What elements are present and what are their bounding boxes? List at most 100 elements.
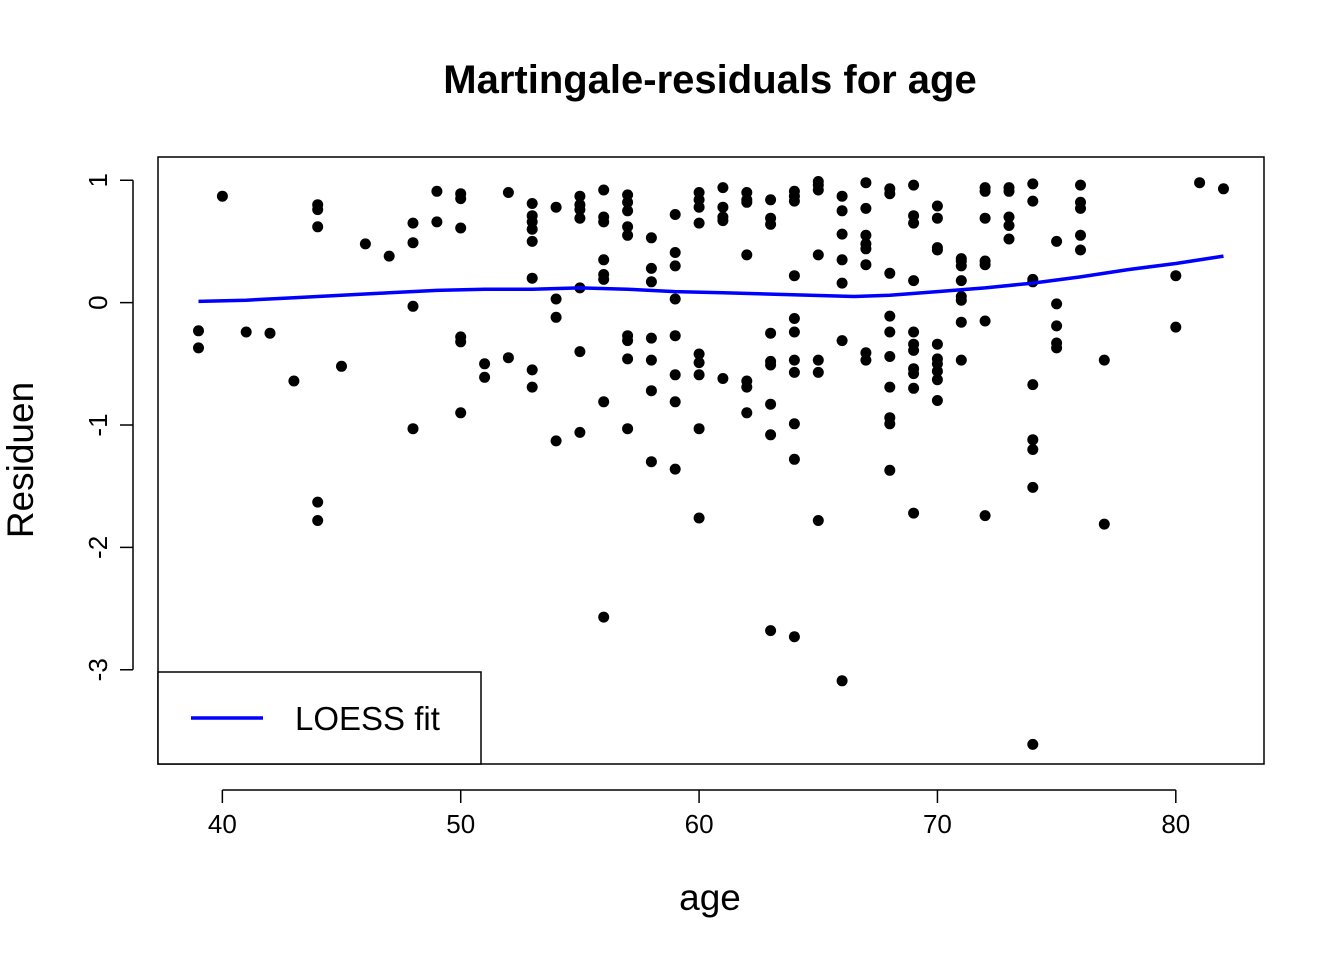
data-point xyxy=(741,407,753,419)
data-point xyxy=(598,273,610,285)
data-point xyxy=(788,418,800,430)
data-point xyxy=(693,217,705,229)
data-point xyxy=(860,259,872,271)
data-point xyxy=(479,371,491,383)
data-point xyxy=(669,330,681,342)
data-point xyxy=(693,357,705,369)
data-point xyxy=(312,204,324,216)
data-point xyxy=(1003,220,1015,231)
y-tick-label: 0 xyxy=(83,295,113,309)
data-point xyxy=(526,235,538,247)
data-point xyxy=(931,244,943,256)
data-point xyxy=(669,396,681,408)
data-point xyxy=(860,243,872,255)
data-point xyxy=(717,215,729,227)
data-point xyxy=(765,218,777,230)
data-point xyxy=(1194,177,1206,189)
data-point xyxy=(407,237,419,249)
data-point xyxy=(979,510,991,522)
data-point xyxy=(669,293,681,305)
data-point xyxy=(622,335,634,347)
data-point xyxy=(264,327,276,339)
data-point xyxy=(359,238,371,250)
data-point xyxy=(455,222,467,234)
data-point xyxy=(622,205,634,217)
y-tick-label: -2 xyxy=(83,536,113,559)
data-point xyxy=(788,313,800,324)
data-point xyxy=(669,260,681,272)
data-point xyxy=(931,200,943,212)
y-tick-label: -1 xyxy=(83,413,113,436)
data-point xyxy=(884,418,896,430)
data-point xyxy=(788,453,800,465)
data-point xyxy=(860,229,872,241)
data-point xyxy=(979,259,991,271)
data-point xyxy=(884,310,896,322)
data-point xyxy=(788,366,800,378)
data-point xyxy=(812,249,824,261)
legend: LOESS fit xyxy=(157,671,482,765)
data-point xyxy=(812,515,824,526)
data-point xyxy=(526,198,538,209)
data-point xyxy=(407,217,419,229)
data-point xyxy=(1075,202,1086,214)
data-point xyxy=(1051,320,1063,332)
data-point xyxy=(622,423,634,435)
data-point xyxy=(979,185,991,197)
data-point xyxy=(908,179,920,191)
data-point xyxy=(502,352,514,364)
data-point xyxy=(788,326,800,338)
data-point xyxy=(645,332,657,344)
data-point xyxy=(836,335,848,347)
data-point xyxy=(836,675,848,687)
data-point xyxy=(860,202,872,214)
data-point xyxy=(812,184,824,196)
data-point xyxy=(574,212,586,224)
data-point xyxy=(1075,179,1086,191)
x-tick-label: 80 xyxy=(1161,809,1190,839)
data-point xyxy=(955,260,967,272)
data-point xyxy=(693,512,705,524)
data-point xyxy=(765,398,777,410)
data-point xyxy=(908,217,920,229)
data-point xyxy=(884,381,896,393)
data-point xyxy=(955,275,967,287)
data-point xyxy=(836,205,848,217)
data-point xyxy=(312,221,324,233)
data-point xyxy=(1027,481,1039,493)
x-tick-label: 60 xyxy=(685,809,714,839)
data-point xyxy=(1003,211,1015,223)
data-point xyxy=(717,373,729,384)
data-point xyxy=(1051,298,1063,310)
data-point xyxy=(788,270,800,282)
data-point xyxy=(693,423,705,435)
data-point xyxy=(1051,235,1063,247)
data-point xyxy=(645,385,657,397)
data-point xyxy=(884,351,896,362)
data-point xyxy=(788,354,800,366)
x-tick-label: 70 xyxy=(923,809,952,839)
data-point xyxy=(931,212,943,224)
data-point xyxy=(455,336,467,348)
data-point xyxy=(216,190,228,202)
data-point xyxy=(765,359,777,371)
data-point xyxy=(1051,342,1063,354)
data-point xyxy=(1003,233,1015,245)
data-point xyxy=(836,190,848,202)
data-point xyxy=(765,327,777,339)
x-tick-label: 50 xyxy=(446,809,475,839)
data-point xyxy=(836,277,848,289)
data-point xyxy=(431,185,443,197)
data-point xyxy=(908,382,920,394)
data-point xyxy=(741,196,753,208)
data-point xyxy=(765,625,777,637)
data-point xyxy=(693,201,705,213)
data-point xyxy=(598,184,610,196)
data-point xyxy=(669,247,681,258)
data-point xyxy=(1098,518,1110,530)
data-point xyxy=(931,365,943,377)
chart-title: Martingale-residuals for age xyxy=(443,58,976,102)
y-tick-label: 1 xyxy=(83,173,113,187)
data-point xyxy=(836,254,848,266)
data-point xyxy=(1170,270,1182,282)
